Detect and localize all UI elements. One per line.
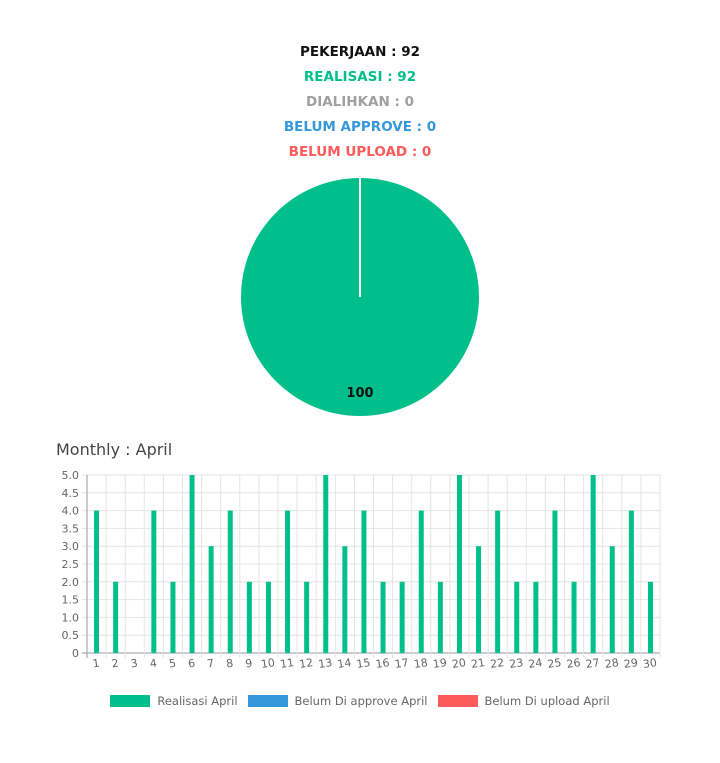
- y-tick-label: 4.5: [62, 487, 80, 500]
- x-tick-label: 20: [451, 656, 467, 671]
- bar-0-20[interactable]: [456, 475, 462, 653]
- pie-data-label: 100: [346, 386, 373, 401]
- bar-legend: Realisasi April Belum Di approve April Bel…: [0, 694, 720, 708]
- x-tick-label: 22: [489, 656, 505, 671]
- bar-0-22[interactable]: [495, 510, 501, 653]
- x-tick-label: 29: [623, 656, 639, 671]
- bar-0-10[interactable]: [265, 581, 271, 653]
- y-tick-label: 1.5: [62, 594, 80, 607]
- bar-0-8[interactable]: [227, 510, 233, 653]
- belum-upload-total: BELUM UPLOAD : 0: [288, 144, 432, 160]
- x-tick-label: 30: [642, 656, 658, 671]
- y-tick-label: 3.0: [62, 540, 80, 553]
- bar-0-23[interactable]: [514, 581, 520, 653]
- legend-item-1[interactable]: Belum Di approve April: [247, 694, 428, 708]
- x-tick-label: 8: [225, 657, 234, 671]
- x-tick-label: 9: [244, 657, 253, 671]
- bar-0-9[interactable]: [246, 581, 252, 653]
- x-tick-label: 7: [206, 657, 215, 671]
- x-tick-label: 19: [432, 656, 448, 671]
- bar-0-26[interactable]: [571, 581, 577, 653]
- legend-label: Belum Di upload April: [484, 694, 610, 708]
- bar-0-13[interactable]: [323, 475, 329, 653]
- y-tick-label: 0: [72, 647, 79, 660]
- bar-0-1[interactable]: [94, 510, 100, 653]
- bar-0-21[interactable]: [476, 546, 482, 653]
- summary-block: PEKERJAAN : 92 REALISASI : 92 DIALIHKAN …: [0, 40, 720, 165]
- bar-chart-container: 0 0.5 1.0 1.5 2.0 2.5 3.0 3.5 4.0 4.5 5.0 1 2 3 4 5 6 7 8 9…: [50, 465, 670, 680]
- x-tick-label: 18: [413, 656, 429, 671]
- bar-0-18[interactable]: [418, 510, 424, 653]
- bar-0-15[interactable]: [361, 510, 367, 653]
- belum-approve-total: BELUM APPROVE : 0: [283, 119, 437, 135]
- x-tick-label: 6: [187, 657, 196, 671]
- legend-item-2[interactable]: Belum Di upload April: [437, 694, 610, 708]
- bar-0-5[interactable]: [170, 581, 176, 653]
- bar-chart[interactable]: 00.51.01.52.02.53.03.54.04.55.01 2 3 4 5 6 7 8 9…: [50, 465, 670, 680]
- bar-0-14[interactable]: [342, 546, 348, 653]
- dialihkan-total: DIALIHKAN : 0: [306, 94, 414, 110]
- x-tick-label: 14: [337, 656, 353, 671]
- y-tick-label: 1.0: [62, 611, 80, 624]
- x-tick-label: 26: [566, 656, 582, 671]
- bar-0-17[interactable]: [399, 581, 405, 653]
- realisasi-total: REALISASI : 92: [303, 69, 417, 85]
- bar-0-12[interactable]: [304, 581, 310, 653]
- x-tick-label: 25: [547, 656, 563, 671]
- bar-0-29[interactable]: [628, 510, 634, 653]
- x-tick-label: 2: [111, 657, 120, 671]
- y-tick-label: 2.0: [62, 576, 80, 589]
- x-tick-label: 23: [508, 656, 524, 671]
- x-tick-label: 17: [394, 656, 410, 671]
- x-tick-label: 28: [604, 656, 620, 671]
- pie-chart[interactable]: 100: [0, 170, 720, 425]
- legend-swatch: [437, 695, 478, 707]
- x-tick-label: 24: [528, 656, 544, 671]
- bar-0-6[interactable]: [189, 475, 195, 653]
- y-tick-label: 4.0: [62, 505, 80, 518]
- x-tick-label: 12: [298, 656, 314, 671]
- bar-0-24[interactable]: [533, 581, 539, 653]
- bar-0-19[interactable]: [437, 581, 443, 653]
- bar-0-28[interactable]: [609, 546, 615, 653]
- monthly-title: Monthly : April: [56, 440, 173, 459]
- x-tick-label: 3: [130, 657, 139, 671]
- legend-label: Realisasi April: [157, 694, 238, 708]
- x-tick-label: 21: [470, 656, 486, 671]
- pekerjaan-total: PEKERJAAN : 92: [300, 44, 420, 60]
- bar-0-2[interactable]: [113, 581, 119, 653]
- x-tick-label: 15: [356, 656, 372, 671]
- bar-0-16[interactable]: [380, 581, 386, 653]
- x-tick-label: 13: [317, 656, 333, 671]
- x-tick-label: 10: [260, 656, 276, 671]
- bar-0-30[interactable]: [647, 581, 653, 653]
- bar-0-11[interactable]: [285, 510, 291, 653]
- y-tick-label: 5.0: [62, 469, 80, 482]
- y-tick-label: 2.5: [62, 558, 80, 571]
- legend-item-0[interactable]: Realisasi April: [110, 694, 238, 708]
- legend-swatch: [247, 695, 288, 707]
- x-tick-label: 16: [375, 656, 391, 671]
- bar-0-27[interactable]: [590, 475, 596, 653]
- bar-0-7[interactable]: [208, 546, 214, 653]
- x-tick-label: 5: [168, 657, 177, 671]
- x-tick-label: 11: [279, 656, 295, 671]
- legend-swatch: [110, 695, 151, 707]
- legend-label: Belum Di approve April: [294, 694, 428, 708]
- bar-0-4[interactable]: [151, 510, 157, 653]
- pie-chart-container: 100: [0, 170, 720, 425]
- y-tick-label: 3.5: [62, 522, 80, 535]
- x-tick-label: 4: [149, 657, 158, 671]
- bar-0-25[interactable]: [552, 510, 558, 653]
- x-tick-label: 27: [585, 656, 601, 671]
- y-tick-label: 0.5: [62, 629, 80, 642]
- x-tick-label: 1: [92, 657, 101, 671]
